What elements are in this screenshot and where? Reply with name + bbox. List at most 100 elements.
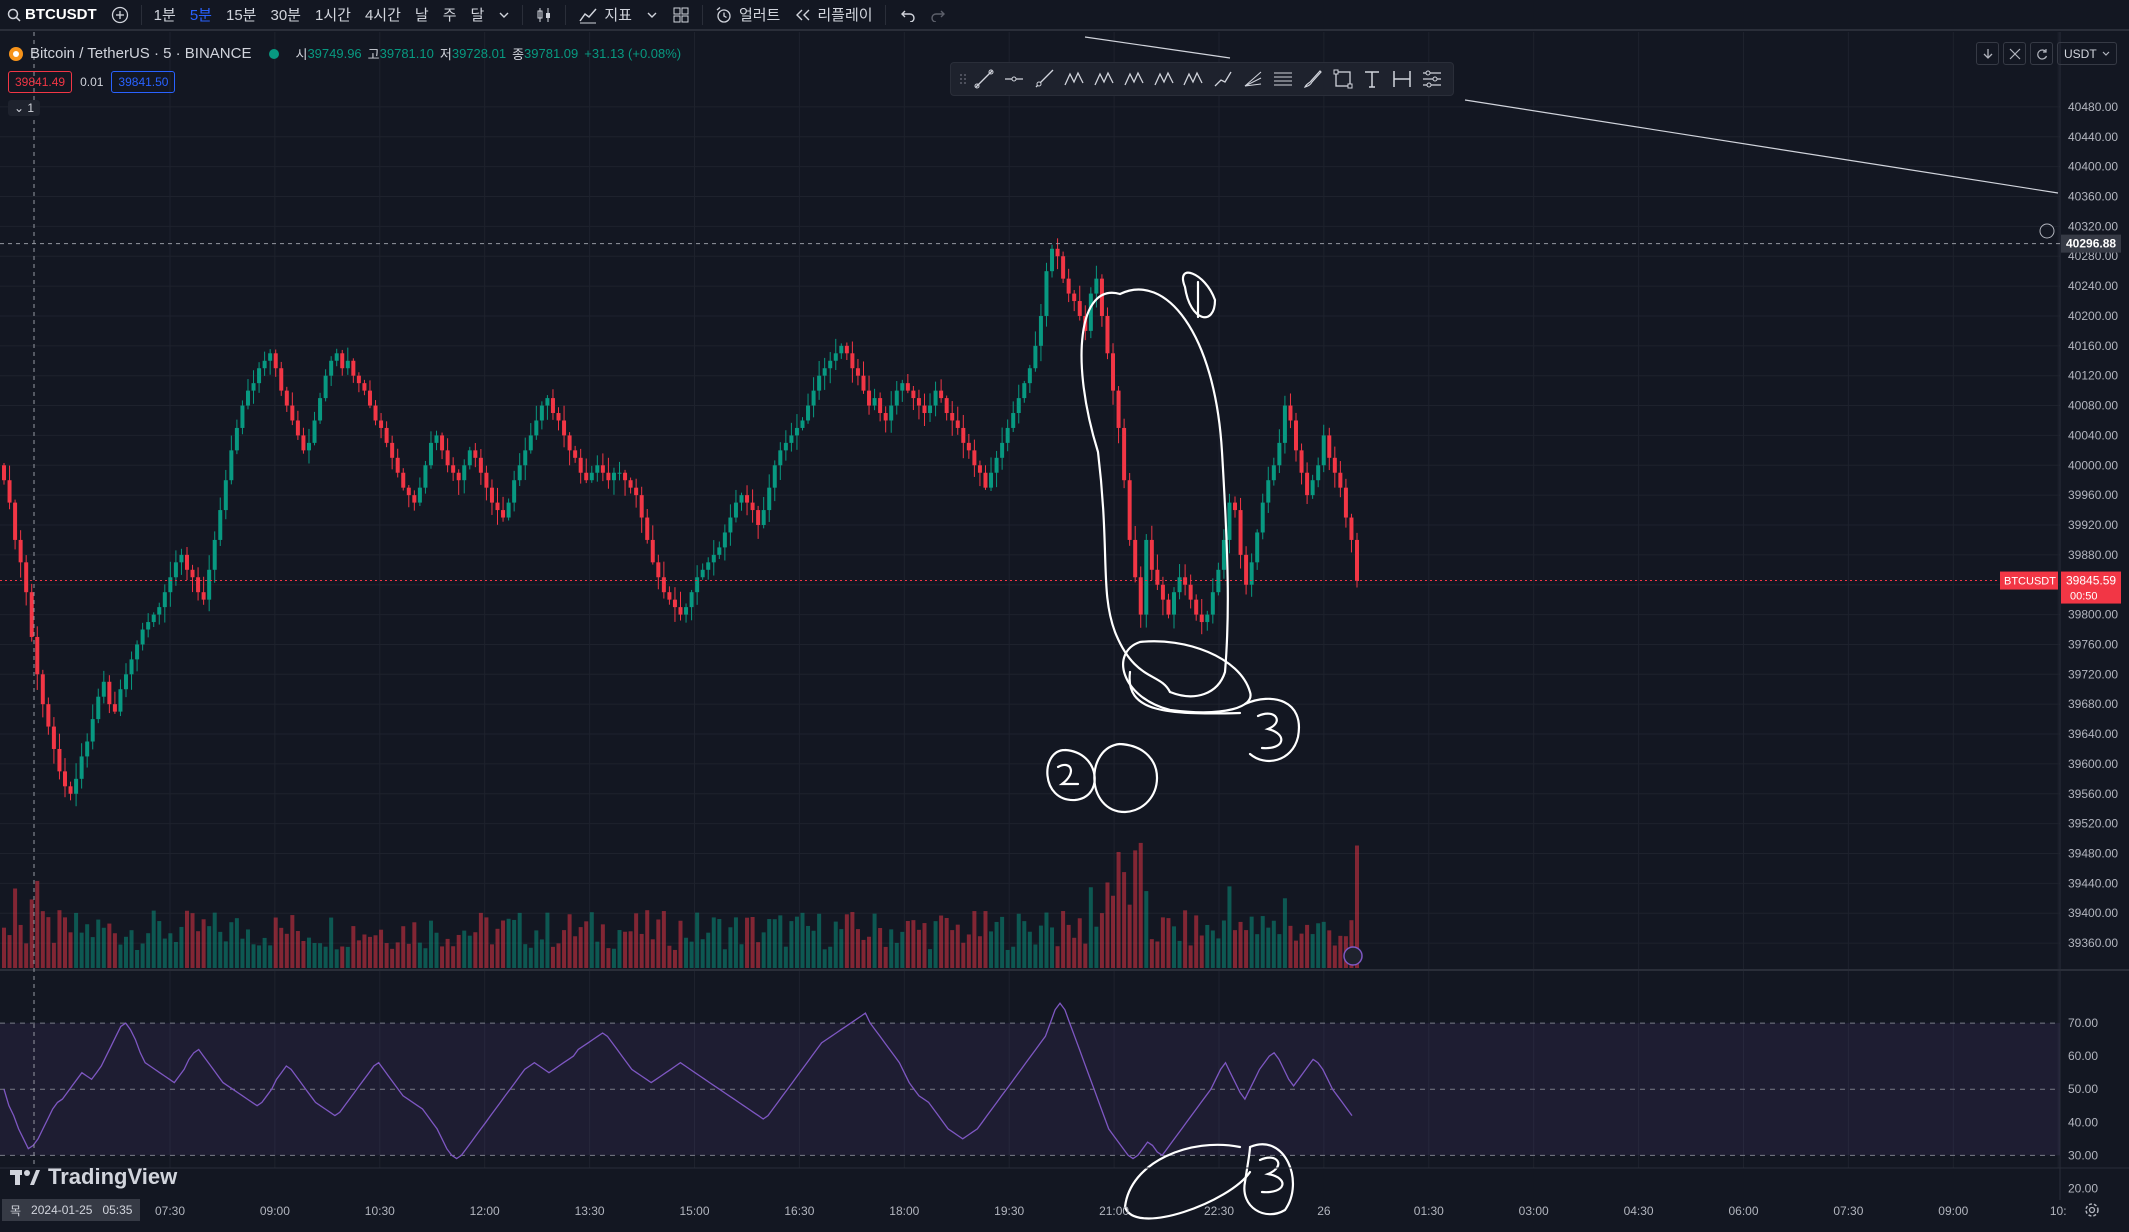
trendline-tool[interactable] xyxy=(970,64,1000,94)
volume-bar xyxy=(212,912,217,968)
volume-bar xyxy=(562,930,567,968)
interval-1m[interactable]: 1분 xyxy=(153,7,176,24)
maximize-button[interactable] xyxy=(2003,42,2026,65)
chart-type-button[interactable] xyxy=(528,0,560,30)
zigzag-icon xyxy=(1183,71,1203,86)
rsi-axis: 70.00 60.00 50.00 40.00 30.00 20.00 xyxy=(2068,1016,2098,1195)
fib-fan-tool[interactable] xyxy=(1238,64,1268,94)
candle-body xyxy=(2,465,6,481)
interval-15m[interactable]: 15분 xyxy=(225,7,257,24)
candle-body xyxy=(567,435,572,451)
volume-bar xyxy=(584,921,589,968)
currency-select[interactable]: USDT xyxy=(2057,42,2117,65)
rsi-tick-label: 60.00 xyxy=(2068,1049,2098,1063)
replay-button[interactable]: 리플레이 xyxy=(787,0,879,30)
reset-chart-button[interactable] xyxy=(2030,42,2053,65)
chart-area[interactable]: 40480.00 40440.00 40400.00 40360.00 40320.00… xyxy=(0,32,2129,1232)
sell-button[interactable]: 39841.49 xyxy=(8,71,73,93)
scroll-to-latest-button[interactable] xyxy=(1976,42,1999,65)
volume-bar xyxy=(173,941,178,968)
interval-1h[interactable]: 1시간 xyxy=(314,7,351,24)
interval-month[interactable]: 달 xyxy=(470,7,485,24)
volume-bar xyxy=(578,927,583,968)
candle-body xyxy=(68,786,73,794)
divider xyxy=(565,4,567,25)
price-axis[interactable]: 40480.00 40440.00 40400.00 40360.00 40320.00… xyxy=(2000,100,2121,950)
redo-icon xyxy=(930,10,945,22)
interval-30m[interactable]: 30분 xyxy=(270,7,301,24)
buy-button[interactable]: 39841.50 xyxy=(111,71,176,93)
volume-bar xyxy=(1299,933,1304,968)
volume-bar xyxy=(129,930,134,968)
time-axis[interactable]: 07:30 09:00 10:30 12:00 13:30 15:00 16:30 18:00… xyxy=(0,1167,2129,1218)
ray-tool[interactable] xyxy=(1029,64,1059,94)
fib-retracement-tool[interactable] xyxy=(1268,64,1298,94)
candle-body xyxy=(1038,315,1043,346)
horizontal-line-tool[interactable] xyxy=(999,64,1029,94)
candle-body xyxy=(517,465,522,481)
volume-bar xyxy=(1227,886,1232,968)
interval-5m[interactable]: 5분 xyxy=(189,7,212,24)
volume-bar xyxy=(484,917,489,968)
market-status-dot[interactable] xyxy=(269,48,280,59)
candle-body xyxy=(390,442,395,458)
interval-week[interactable]: 주 xyxy=(442,7,457,24)
lightning-icon[interactable] xyxy=(1343,946,1363,966)
candle-body xyxy=(151,614,156,623)
candle-body xyxy=(268,353,273,361)
volume-bar xyxy=(1099,913,1104,968)
candle-body xyxy=(7,480,12,503)
interval-day[interactable]: 날 xyxy=(414,7,429,24)
candle-body xyxy=(789,435,794,443)
volume-bar xyxy=(1005,949,1010,968)
wxyxz-wave-tool[interactable] xyxy=(1178,64,1208,94)
more-tools[interactable] xyxy=(1417,64,1447,94)
volume-bar xyxy=(1027,931,1032,968)
volume-bar xyxy=(329,917,334,968)
candle-body xyxy=(1077,301,1082,316)
volume-bar xyxy=(478,912,483,968)
volume-bar xyxy=(1000,916,1005,968)
volume-bar xyxy=(1055,946,1060,968)
candle-body xyxy=(207,569,212,600)
candle-body xyxy=(689,592,694,608)
candle-body xyxy=(944,398,949,414)
volume-bar xyxy=(595,941,600,968)
plus-circle-icon[interactable] xyxy=(2039,223,2055,239)
drag-handle[interactable] xyxy=(957,64,970,94)
xabcd-pattern-tool[interactable] xyxy=(1059,64,1089,94)
time-tick-label: 09:00 xyxy=(1938,1204,1968,1218)
interval-dropdown[interactable] xyxy=(491,0,517,30)
path-tool[interactable] xyxy=(1208,64,1238,94)
candle-body xyxy=(1338,472,1343,488)
legend-title[interactable]: Bitcoin / TetherUS · 5 · BINANCE xyxy=(30,45,252,62)
candle-body xyxy=(24,562,29,593)
elliott-wave-tool[interactable] xyxy=(1119,64,1149,94)
candle-body xyxy=(1111,353,1116,391)
indicators-button[interactable]: 지표 xyxy=(571,0,639,30)
gear-icon[interactable] xyxy=(2082,1200,2102,1220)
trendline-drawing xyxy=(1464,99,2059,194)
candle-body xyxy=(1316,465,1321,481)
legend-collapse-button[interactable]: ⌄ 1 xyxy=(8,100,41,116)
buy-sell-panel: 39841.49 0.01 39841.50 xyxy=(8,71,176,93)
candle-body xyxy=(839,345,844,354)
tradingview-watermark[interactable]: TradingView xyxy=(10,1164,177,1190)
alert-button[interactable]: 얼러트 xyxy=(708,0,787,30)
undo-button[interactable] xyxy=(891,0,923,30)
volume-bar xyxy=(695,912,700,968)
measure-tool[interactable] xyxy=(1387,64,1417,94)
brush-tool[interactable] xyxy=(1298,64,1328,94)
redo-button[interactable] xyxy=(923,0,955,30)
wxy-wave-tool[interactable] xyxy=(1149,64,1179,94)
volume-bar xyxy=(817,913,822,968)
rectangle-tool[interactable] xyxy=(1328,64,1358,94)
abcd-pattern-tool[interactable] xyxy=(1089,64,1119,94)
volume-bar xyxy=(301,941,306,968)
text-tool[interactable] xyxy=(1358,64,1388,94)
symbol-search-button[interactable]: BTCUSDT xyxy=(0,0,104,30)
layouts-button[interactable] xyxy=(665,0,697,30)
indicators-dropdown[interactable] xyxy=(639,0,665,30)
compare-add-button[interactable] xyxy=(104,0,136,30)
interval-4h[interactable]: 4시간 xyxy=(364,7,401,24)
